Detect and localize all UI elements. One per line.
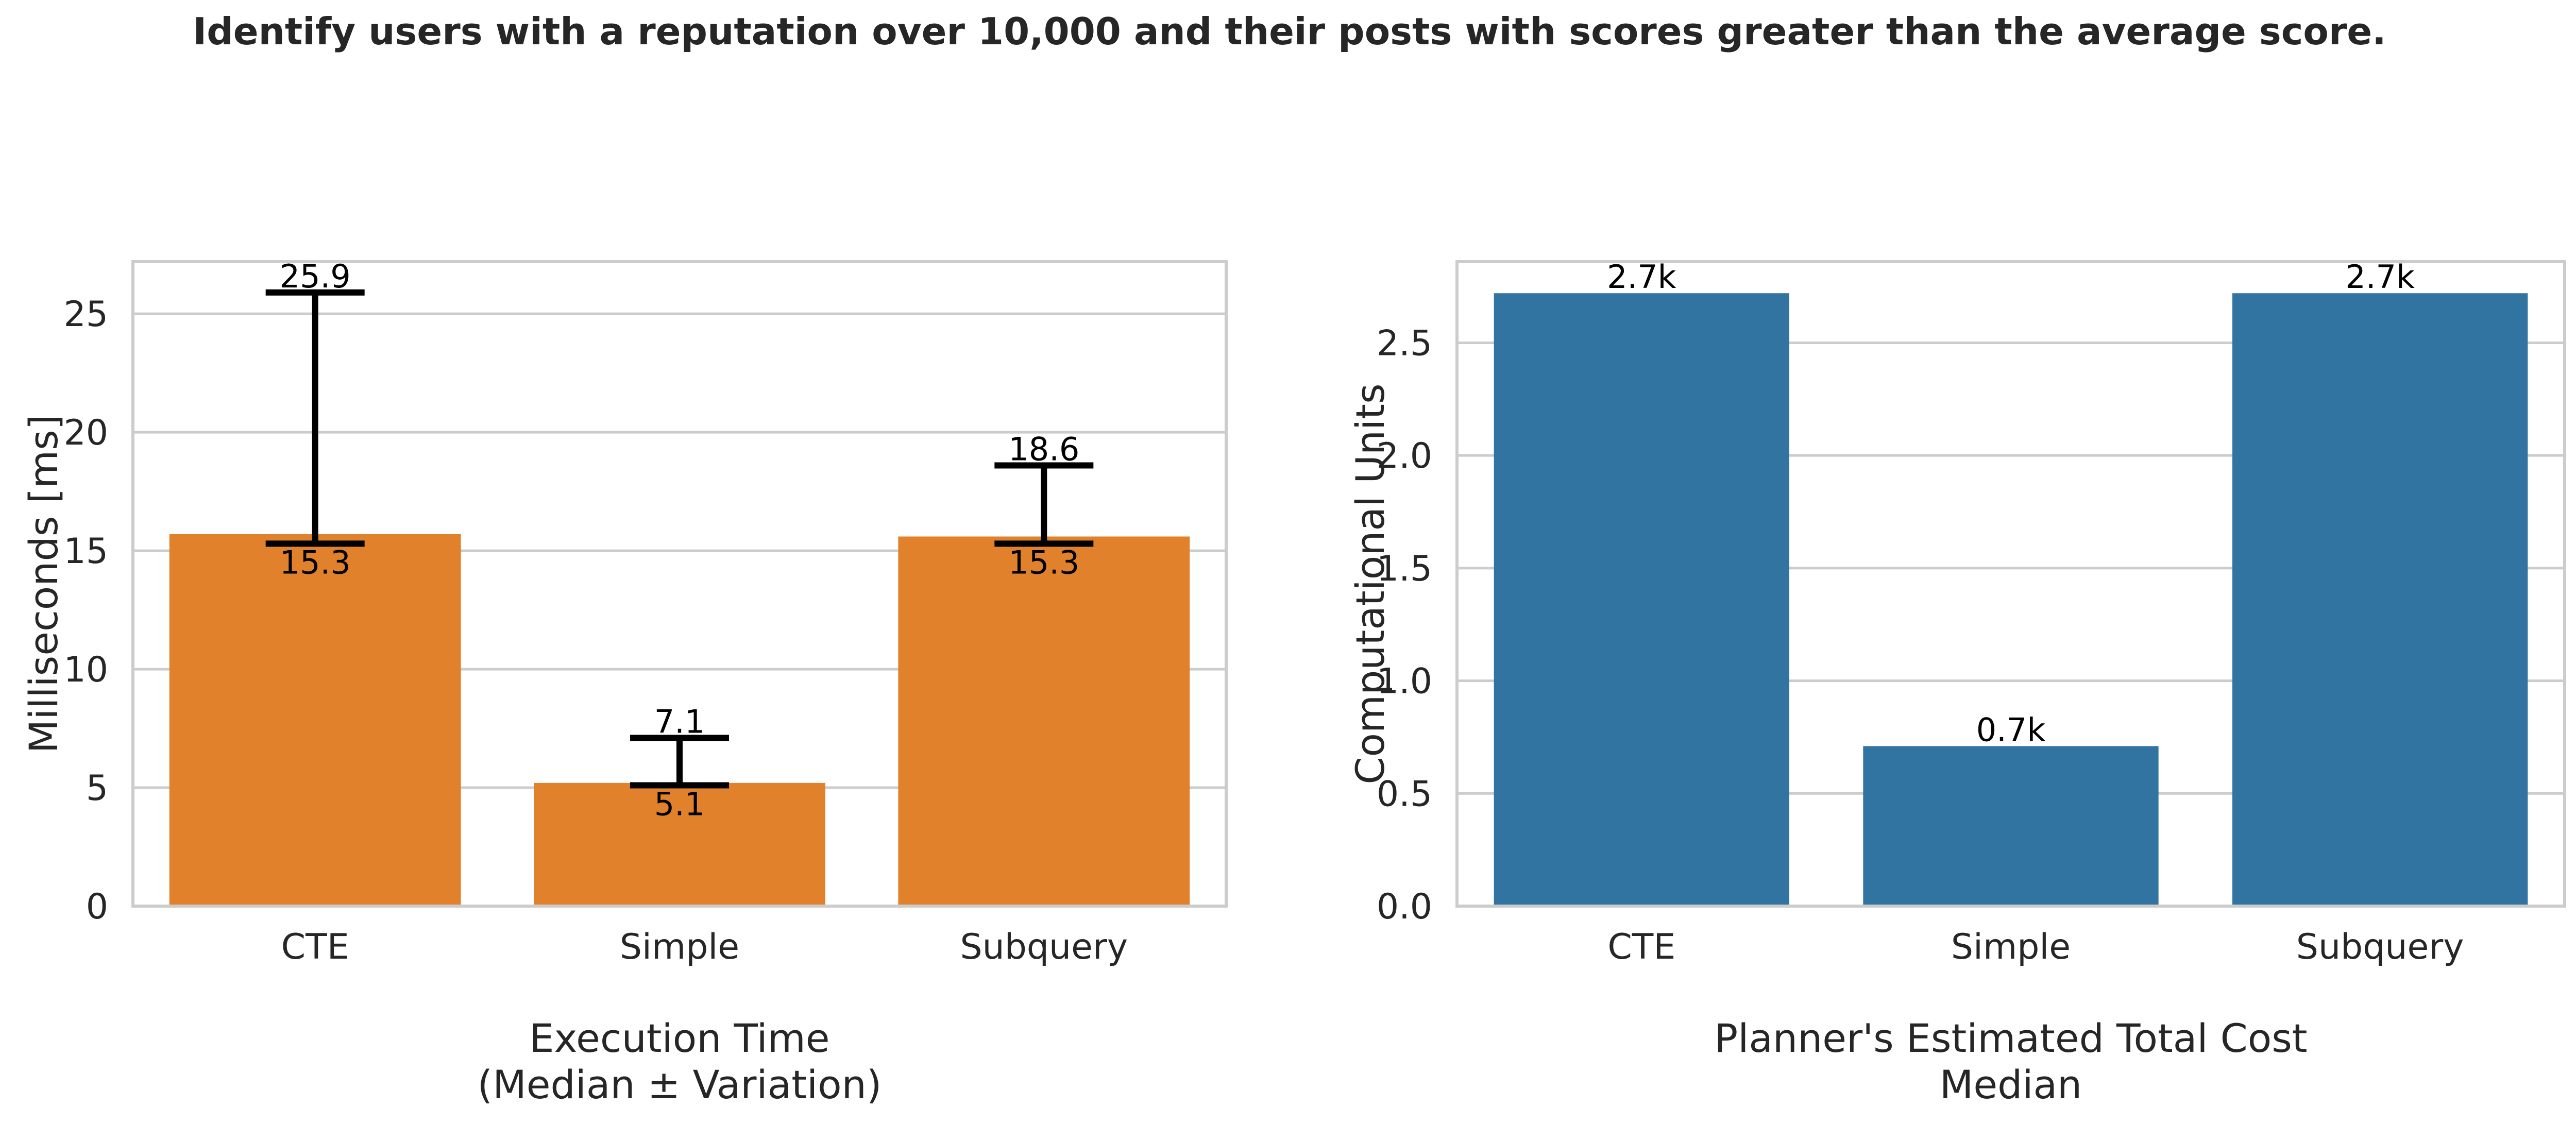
y-axis-label: Computational Units	[1347, 383, 1393, 784]
y-tick-label: 25	[63, 294, 108, 335]
bar	[1863, 746, 2159, 906]
error-low-label: 15.3	[1008, 543, 1079, 581]
bar-value-label: 0.7k	[1976, 711, 2046, 748]
x-tick-label: Subquery	[2296, 927, 2464, 967]
error-low-label: 15.3	[280, 543, 351, 581]
error-high-label: 18.6	[1008, 431, 1079, 468]
x-tick-label: CTE	[281, 927, 349, 967]
bar-value-label: 2.7k	[2345, 258, 2415, 296]
x-axis-label-line: (Median ± Variation)	[478, 1062, 882, 1108]
y-tick-label: 10	[63, 650, 108, 690]
error-high-label: 7.1	[654, 703, 705, 740]
error-low-label: 5.1	[654, 785, 705, 823]
x-tick-label: Simple	[1951, 927, 2071, 967]
y-tick-label: 20	[63, 413, 108, 453]
y-tick-label: 0.0	[1377, 887, 1432, 927]
y-tick-label: 1.5	[1377, 549, 1432, 589]
y-tick-label: 15	[63, 531, 108, 572]
x-tick-label: Simple	[620, 927, 739, 967]
y-tick-label: 2.0	[1377, 436, 1432, 476]
x-axis-label-line: Median	[1940, 1062, 2082, 1108]
bar	[898, 536, 1190, 906]
y-tick-label: 2.5	[1377, 323, 1432, 364]
y-tick-label: 0	[86, 887, 108, 927]
x-tick-label: Subquery	[960, 927, 1128, 967]
x-axis-label-line: Planner's Estimated Total Cost	[1714, 1015, 2307, 1061]
bar	[169, 534, 461, 906]
y-tick-label: 1.0	[1377, 661, 1432, 702]
y-tick-label: 5	[86, 768, 108, 809]
bar	[2232, 293, 2528, 906]
plot-frame	[131, 260, 1228, 908]
y-tick-label: 0.5	[1377, 774, 1432, 814]
error-high-label: 25.9	[280, 258, 351, 295]
bar	[1494, 293, 1789, 906]
x-axis-label-line: Execution Time	[529, 1015, 829, 1061]
bar-value-label: 2.7k	[1607, 258, 1676, 296]
y-axis-label: Milliseconds [ms]	[21, 415, 66, 754]
x-tick-label: CTE	[1607, 927, 1675, 967]
execution-time-panel: 25.9 15.3 7.1 5.1 18.6 15.3 0 5 10 15 20 25 CTE Simpl…	[21, 258, 1228, 1108]
plot-frame	[1455, 260, 2566, 908]
planner-cost-panel: 2.7k 0.7k 2.7k 0.0 0.5 1.0 1.5 2.0 2.5 CTE Simple S…	[1347, 258, 2566, 1108]
figure-suptitle: Identify users with a reputation over 10…	[193, 10, 2386, 53]
bar	[534, 782, 825, 906]
